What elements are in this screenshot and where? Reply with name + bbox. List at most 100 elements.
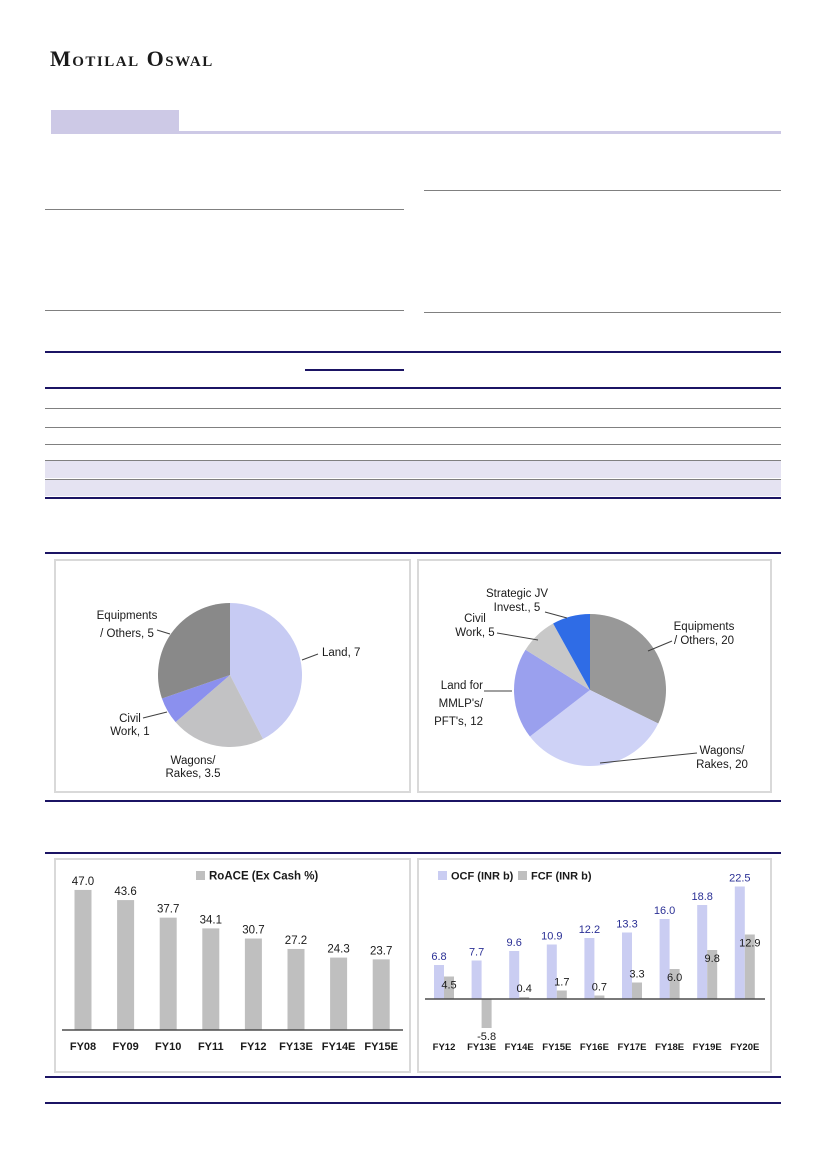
bar-value-label: 1.7: [554, 977, 569, 989]
bar: [632, 982, 642, 999]
capex-pie-large-panel: Equipments / Others, 20 Wagons/Rakes, 20 La…: [417, 559, 772, 793]
table-row-rule-5: [45, 479, 781, 480]
pie-band-rule-bottom: [45, 800, 781, 802]
table-rule-navy-1: [45, 351, 781, 353]
ocf-fcf-chart-panel: OCF (INR b) FCF (INR b) 6.8 7.7 9.6 10.9 12.2 1…: [417, 858, 772, 1073]
pie-label-leader: [142, 711, 168, 719]
x-axis-category-label: FY15E: [542, 1042, 571, 1053]
pie-slice-label: Civil: [464, 613, 486, 625]
bar-value-label: 6.0: [667, 972, 682, 984]
pie-slice-label: MMLP's/: [439, 698, 484, 710]
bar: [244, 938, 262, 1030]
bar: [444, 976, 454, 999]
legend-swatch: [518, 871, 527, 880]
table-row-highlight-2: [45, 480, 781, 496]
pie-slice-label: Equipments: [674, 621, 735, 633]
pie-slice: [529, 690, 659, 766]
pie-slice: [525, 623, 590, 690]
x-axis-category-label: FY13E: [279, 1041, 313, 1053]
bar-value-label: 7.7: [469, 947, 484, 959]
left-col-rule-top: [45, 209, 404, 210]
bar: [372, 959, 390, 1030]
bar-value-label: 13.3: [616, 919, 637, 931]
table-header-underline: [305, 369, 404, 371]
bar: [744, 934, 755, 999]
brand-logo: Motilal Oswal: [50, 46, 214, 71]
bar-value-label: 0.4: [517, 983, 532, 995]
bar-value-label: 4.5: [441, 980, 456, 992]
bar: [117, 900, 135, 1030]
footer-rule-2: [45, 1102, 781, 1104]
roace-chart-panel: RoACE (Ex Cash %) 47.0 43.6 37.7 34.1 30.7 27.…: [54, 858, 411, 1073]
pie-slice: [590, 614, 666, 724]
legend-label: OCF (INR b): [451, 871, 514, 883]
footer-rule-1: [45, 1076, 781, 1078]
pie-slice: [553, 614, 590, 690]
pie-label-leader: [496, 632, 539, 641]
pie-label-leader: [544, 611, 568, 619]
pie-slice-label: Work, 5: [455, 627, 494, 639]
bar: [622, 932, 632, 999]
pie-slice-label: PFT's, 12: [434, 716, 483, 728]
bar: [519, 997, 530, 999]
bar-value-label: 24.3: [327, 944, 349, 956]
pie-slice: [161, 675, 230, 723]
bar: [471, 960, 482, 999]
left-col-rule-bottom: [45, 310, 404, 311]
legend-label: FCF (INR b): [531, 871, 592, 883]
bar: [434, 965, 444, 999]
bar-value-label: 22.5: [729, 873, 750, 885]
bar: [481, 999, 492, 1028]
bar: [556, 990, 567, 999]
capex-pie-small-chart: Land, 7 Wagons/Rakes, 3.5 Civil Work, 1 Equi…: [56, 561, 409, 796]
bar-value-label: 34.1: [200, 914, 222, 926]
bar-value-label: 37.7: [157, 904, 179, 916]
ocf-fcf-svg: OCF (INR b) FCF (INR b) 6.8 7.7 9.6 10.9 12.2 1…: [425, 871, 765, 1053]
pie-slice-label: Strategic JV: [486, 588, 548, 600]
bar-value-label: 6.8: [431, 951, 446, 963]
section-tab-underline: [179, 131, 781, 134]
pie-slice-label: Land, 7: [322, 647, 360, 659]
bar-value-label: 9.6: [507, 937, 522, 949]
bar: [594, 995, 605, 999]
bar: [707, 950, 718, 999]
capex-pie-large-chart: Equipments / Others, 20 Wagons/Rakes, 20 La…: [419, 561, 770, 796]
bar-value-label: 9.8: [705, 953, 720, 965]
pie-slice-label: Invest., 5: [494, 602, 541, 614]
capex-pie-small-panel: Land, 7 Wagons/Rakes, 3.5 Civil Work, 1 Equi…: [54, 559, 411, 793]
x-axis-category-label: FY14E: [322, 1041, 356, 1053]
capex-pie-large-svg: Equipments / Others, 20 Wagons/Rakes, 20 La…: [434, 588, 748, 771]
bar: [509, 951, 520, 999]
pie-slice: [158, 603, 230, 699]
x-axis-category-label: FY18E: [655, 1042, 684, 1053]
bar-value-label: 27.2: [285, 935, 307, 947]
pie-label-leader: [156, 629, 171, 635]
x-axis-category-label: FY08: [70, 1041, 96, 1053]
table-row-rule-4: [45, 460, 781, 461]
bar: [202, 928, 220, 1030]
x-axis-category-label: FY11: [198, 1041, 224, 1053]
pie-slice-label: Wagons/: [700, 745, 746, 757]
bar-value-label: 12.9: [739, 938, 760, 950]
pie-label-leader: [647, 640, 673, 652]
table-row-rule-3: [45, 444, 781, 445]
x-axis-category-label: FY09: [112, 1041, 138, 1053]
pie-slice: [175, 675, 263, 747]
bar: [659, 919, 670, 999]
pie-slice-label: Civil: [119, 713, 141, 725]
pie-slice-label: Wagons/: [171, 755, 217, 767]
bar: [287, 948, 305, 1030]
pie-band-rule-top: [45, 552, 781, 554]
pie-slice: [230, 603, 303, 739]
pie-slice-label: Work, 1: [110, 726, 149, 738]
legend-label: RoACE (Ex Cash %): [209, 871, 318, 883]
legend-swatch: [438, 871, 447, 880]
bar-value-label: 12.2: [579, 924, 600, 936]
table-row-rule-1: [45, 408, 781, 409]
roace-chart: RoACE (Ex Cash %) 47.0 43.6 37.7 34.1 30.7 27.…: [56, 860, 409, 1076]
bar-value-label: 18.8: [691, 891, 712, 903]
pie-slice-label: Land for: [441, 680, 483, 692]
bar-value-label: 47.0: [72, 876, 94, 888]
